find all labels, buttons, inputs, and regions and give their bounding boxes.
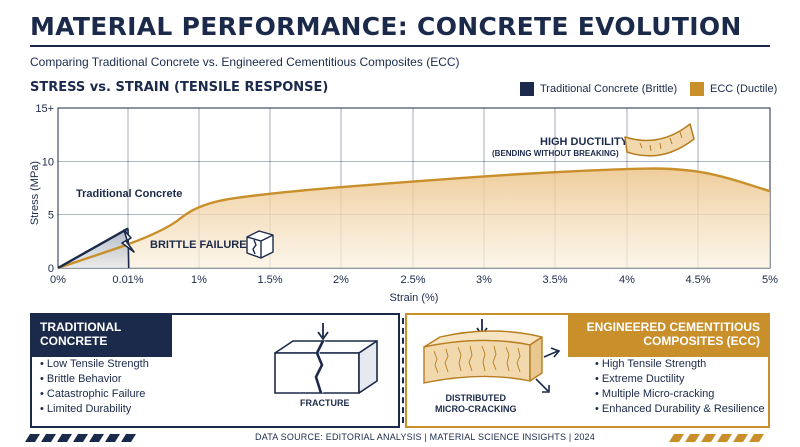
traditional-concrete-panel: TRADITIONAL CONCRETE Low Tensile Strengt…	[30, 313, 400, 428]
legend-label-ecc: ECC (Ductile)	[710, 83, 778, 95]
y-tick-label: 10	[42, 156, 54, 168]
micro-cracked-beam-icon	[423, 319, 561, 393]
fracture-label: FRACTURE	[300, 398, 350, 408]
x-tick-label: 1.5%	[257, 274, 282, 286]
page-title: MATERIAL PERFORMANCE: CONCRETE EVOLUTION	[30, 12, 742, 41]
list-item: Low Tensile Strength	[40, 357, 149, 372]
list-item: Multiple Micro-cracking	[595, 387, 765, 402]
x-tick-label: 2.5%	[400, 274, 425, 286]
legend-item-ecc: ECC (Ductile)	[690, 82, 777, 96]
x-tick-label: 1%	[191, 274, 207, 286]
footer-source: DATA SOURCE: EDITORIAL ANALYSIS | MATERI…	[255, 432, 595, 442]
y-tick-label: 15+	[35, 103, 54, 115]
ecc-heading-line2: COMPOSITES (ECC)	[643, 334, 760, 348]
ecc-bullet-list: High Tensile Strength Extreme Ductility …	[595, 357, 765, 417]
panel-divider	[402, 318, 404, 423]
x-tick-label: 0.01%	[112, 274, 143, 286]
ecc-panel: ENGINEERED CEMENTITIOUS COMPOSITES (ECC)…	[405, 313, 770, 428]
x-tick-label: 3%	[476, 274, 492, 286]
micro-cracking-label-line1: DISTRIBUTED	[445, 393, 507, 403]
ecc-area	[58, 168, 770, 268]
micro-cracking-label-line2: MICRO-CRACKING	[435, 404, 517, 414]
list-item: Extreme Ductility	[595, 372, 765, 387]
x-tick-label: 4%	[619, 274, 635, 286]
list-item: Brittle Behavior	[40, 372, 149, 387]
lightning-icon	[121, 229, 135, 253]
legend-label-traditional: Traditional Concrete (Brittle)	[540, 83, 678, 95]
y-axis-label: Stress (MPa)	[29, 161, 41, 225]
fractured-block-icon	[274, 323, 378, 394]
x-axis-label: Strain (%)	[390, 292, 439, 304]
brittle-failure-annotation: BRITTLE FAILURE	[150, 239, 247, 251]
stress-strain-chart: 0% 0.01% 1% 1.5% 2% 2.5% 3% 3.5% 4% 4.5% 5% 0 5 10 15+…	[29, 103, 778, 304]
footer-stripes	[25, 434, 764, 442]
traditional-heading-line1: TRADITIONAL	[40, 320, 122, 334]
list-item: High Tensile Strength	[595, 357, 765, 372]
legend-item-traditional: Traditional Concrete (Brittle)	[520, 82, 677, 96]
traditional-bullet-list: Low Tensile Strength Brittle Behavior Ca…	[40, 357, 149, 417]
ecc-series-line	[57, 167, 771, 270]
legend-swatch-ecc	[690, 82, 704, 96]
traditional-panel-heading: TRADITIONAL CONCRETE	[32, 315, 172, 357]
x-tick-label: 4.5%	[685, 274, 710, 286]
cracked-cube-icon	[246, 230, 274, 259]
x-tick-label: 0%	[50, 274, 66, 286]
chart-heading: STRESS vs. STRAIN (TENSILE RESPONSE)	[30, 80, 329, 95]
list-item: Catastrophic Failure	[40, 387, 149, 402]
ecc-panel-heading: ENGINEERED CEMENTITIOUS COMPOSITES (ECC)	[568, 315, 768, 357]
list-item: Limited Durability	[40, 402, 149, 417]
traditional-series-line	[57, 227, 129, 270]
legend-swatch-traditional	[520, 82, 534, 96]
traditional-heading-line2: CONCRETE	[40, 334, 108, 348]
y-tick-label: 5	[48, 210, 54, 222]
x-tick-label: 3.5%	[542, 274, 567, 286]
bent-beam-icon	[624, 123, 695, 157]
ecc-heading-line1: ENGINEERED CEMENTITIOUS	[586, 320, 760, 334]
list-item: Enhanced Durability & Resilience	[595, 402, 765, 417]
y-tick-label: 0	[48, 263, 54, 275]
high-ductility-annotation: HIGH DUCTILITY	[540, 136, 629, 148]
traditional-concrete-annotation: Traditional Concrete	[76, 188, 182, 200]
high-ductility-subnote: (BENDING WITHOUT BREAKING)	[492, 149, 619, 158]
x-tick-label: 5%	[762, 274, 778, 286]
x-tick-label: 2%	[333, 274, 349, 286]
micro-cracking-label: DISTRIBUTED MICRO-CRACKING	[435, 393, 517, 415]
title-rule	[30, 45, 770, 47]
page-subtitle: Comparing Traditional Concrete vs. Engin…	[30, 55, 460, 69]
